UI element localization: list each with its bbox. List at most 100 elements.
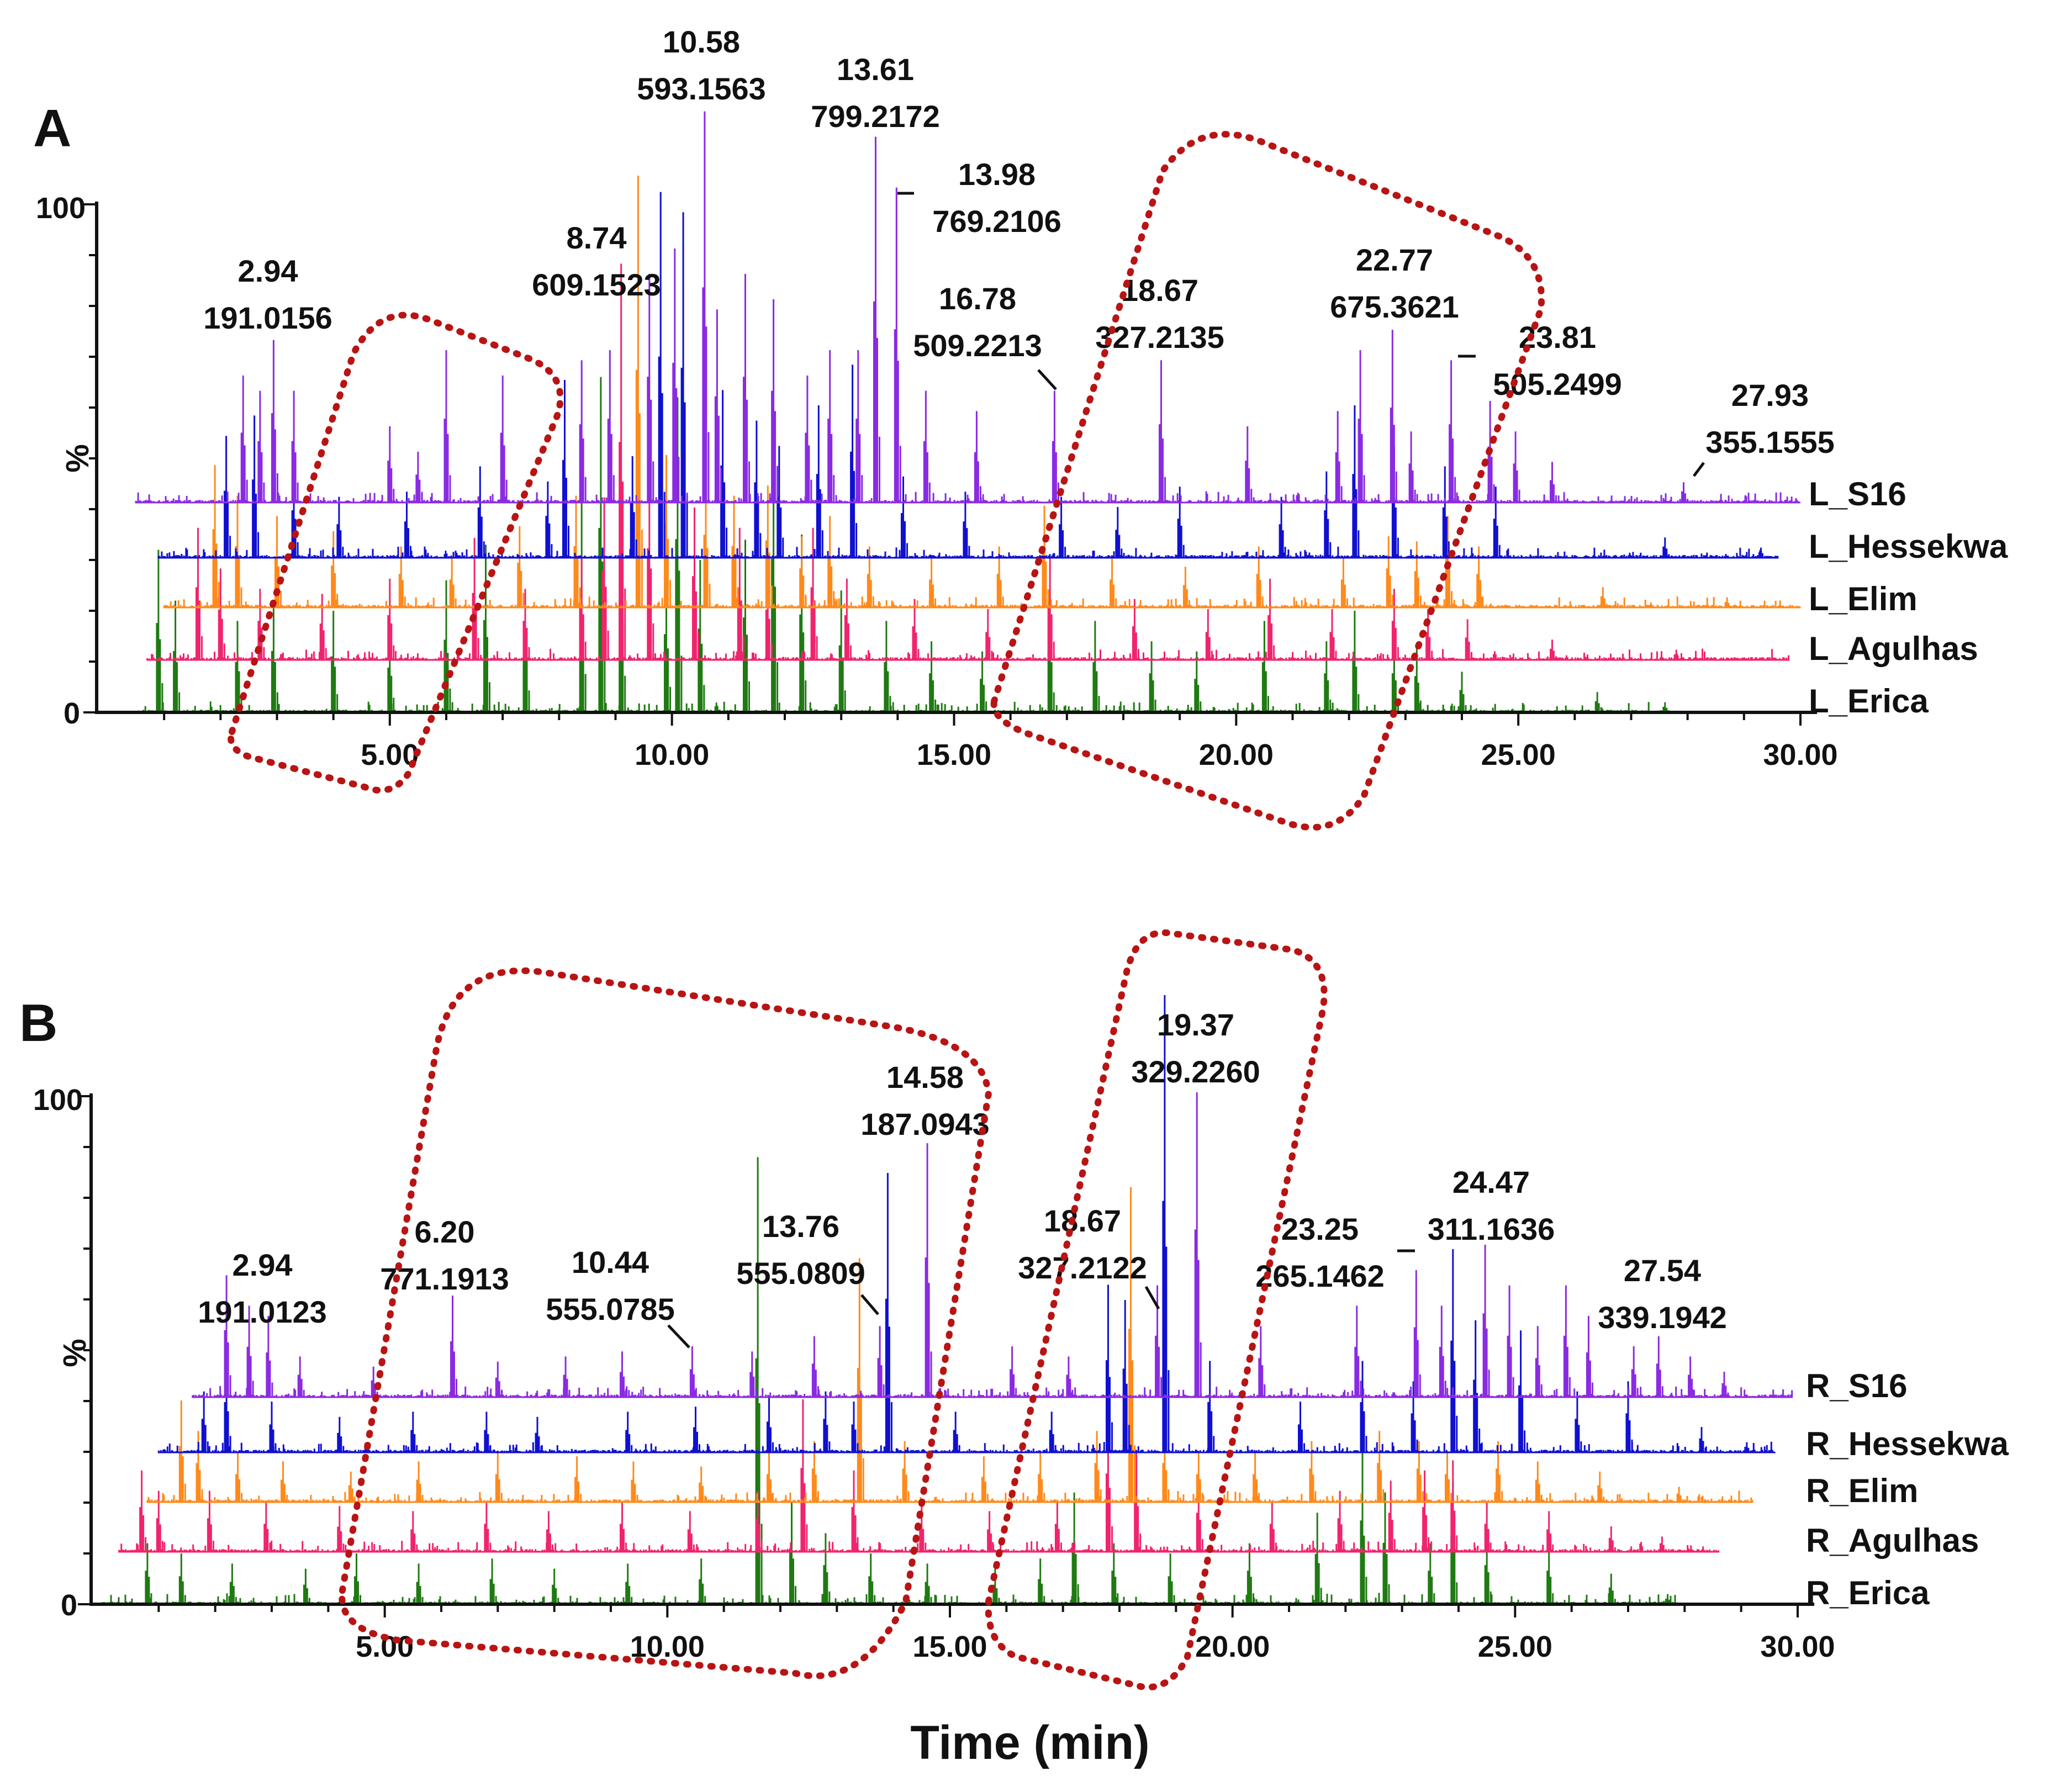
panel-a-ylabel: % bbox=[60, 444, 96, 473]
highlight-region bbox=[985, 929, 1328, 1691]
peak-annotation: 2.94 191.0156 bbox=[203, 253, 332, 335]
trace-r-s16 bbox=[192, 1092, 1793, 1398]
panel-a-highlight-regions bbox=[228, 131, 1545, 831]
peak-rt: 19.37 bbox=[1157, 1007, 1234, 1042]
panel-b-peak-annotations: 2.94 191.0123 6.20 771.1913 10.44 555.07… bbox=[198, 1007, 1727, 1349]
peak-rt: 24.47 bbox=[1452, 1165, 1530, 1199]
panel-b: B 100 0 % 5.00 10.00 15.00 20.00 25.00 3… bbox=[19, 929, 2009, 1769]
peak-annotation: 10.58 593.1563 bbox=[637, 24, 766, 106]
panel-a-xtick-20: 20.00 bbox=[1199, 738, 1274, 771]
trace-r-elim bbox=[146, 1187, 1753, 1503]
peak-mz: 593.1563 bbox=[637, 71, 766, 106]
panel-a: A 100 0 % 5.00 10.00 15.00 20.00 25.00 3… bbox=[33, 24, 2008, 831]
peak-annotation: 16.78 509.2213 bbox=[913, 281, 1057, 390]
peak-leader-line bbox=[860, 1294, 879, 1315]
panel-a-xtick-10: 10.00 bbox=[635, 738, 709, 771]
peak-annotation: 19.37 329.2260 bbox=[1131, 1007, 1260, 1089]
trace-name-r-hessekwa: R_Hessekwa bbox=[1806, 1425, 2009, 1462]
trace-l-agulhas bbox=[146, 263, 1789, 661]
peak-mz: 509.2213 bbox=[913, 328, 1042, 363]
peak-mz: 327.2135 bbox=[1095, 320, 1224, 355]
peak-annotation: 13.61 799.2172 bbox=[811, 52, 940, 134]
trace-name-l-elim: L_Elim bbox=[1809, 580, 1918, 617]
panel-a-xtick-30: 30.00 bbox=[1763, 738, 1837, 771]
peak-leader-line bbox=[1037, 369, 1057, 390]
trace-l-elim bbox=[163, 176, 1801, 609]
peak-mz: 187.0943 bbox=[860, 1107, 990, 1141]
peak-mz: 675.3621 bbox=[1330, 289, 1459, 324]
peak-rt: 14.58 bbox=[886, 1060, 964, 1095]
highlight-region bbox=[990, 131, 1545, 831]
panel-b-xtick-30: 30.00 bbox=[1760, 1630, 1835, 1663]
peak-annotation: 8.74 609.1523 bbox=[532, 220, 661, 302]
panel-a-legend: L_S16 L_Hessekwa L_Elim L_Agulhas L_Eric… bbox=[1809, 475, 2008, 720]
peak-rt: 2.94 bbox=[238, 253, 298, 288]
panel-b-ytick-0: 0 bbox=[61, 1589, 77, 1622]
panel-b-xtick-25: 25.00 bbox=[1478, 1630, 1552, 1663]
peak-mz: 339.1942 bbox=[1598, 1300, 1727, 1335]
trace-l-s16 bbox=[135, 111, 1800, 504]
trace-name-r-elim: R_Elim bbox=[1806, 1472, 1918, 1509]
panel-a-xtick-15: 15.00 bbox=[917, 738, 991, 771]
panel-b-ytick-100: 100 bbox=[33, 1083, 83, 1117]
trace-name-l-agulhas: L_Agulhas bbox=[1809, 630, 1978, 667]
peak-leader-line bbox=[1693, 462, 1705, 477]
trace-name-l-s16: L_S16 bbox=[1809, 475, 1906, 512]
peak-rt: 16.78 bbox=[939, 281, 1016, 316]
panel-a-letter: A bbox=[33, 99, 71, 158]
peak-annotation: 13.98 769.2106 bbox=[897, 157, 1061, 239]
trace-l-hessekwa bbox=[157, 192, 1779, 559]
peak-annotation: 10.44 555.0785 bbox=[546, 1245, 690, 1349]
peak-mz: 265.1462 bbox=[1255, 1259, 1385, 1293]
peak-rt: 2.94 bbox=[233, 1247, 293, 1282]
panel-a-xtick-labels: 5.00 10.00 15.00 20.00 25.00 30.00 bbox=[361, 738, 1837, 771]
panel-b-xlabel: Time (min) bbox=[910, 1716, 1149, 1769]
peak-mz: 555.0809 bbox=[736, 1256, 865, 1291]
peak-rt: 13.61 bbox=[837, 52, 914, 87]
peak-rt: 6.20 bbox=[415, 1214, 475, 1249]
peak-leader-line bbox=[667, 1324, 690, 1349]
peak-rt: 27.93 bbox=[1731, 378, 1809, 413]
peak-mz: 355.1555 bbox=[1705, 425, 1835, 459]
peak-annotation: 14.58 187.0943 bbox=[860, 1060, 990, 1141]
peak-rt: 10.44 bbox=[572, 1245, 649, 1280]
peak-mz: 311.1636 bbox=[1428, 1212, 1555, 1246]
peak-annotation: 27.93 355.1555 bbox=[1693, 378, 1835, 477]
trace-r-hessekwa bbox=[157, 995, 1776, 1453]
peak-rt: 27.54 bbox=[1624, 1253, 1701, 1288]
peak-annotation: 23.25 265.1462 bbox=[1255, 1212, 1415, 1293]
peak-annotation: 2.94 191.0123 bbox=[198, 1247, 327, 1329]
peak-mz: 799.2172 bbox=[811, 99, 940, 134]
trace-name-r-agulhas: R_Agulhas bbox=[1806, 1522, 1979, 1559]
peak-rt: 10.58 bbox=[663, 24, 740, 59]
trace-name-r-erica: R_Erica bbox=[1806, 1574, 1930, 1611]
peak-mz: 609.1523 bbox=[532, 267, 661, 302]
panel-b-legend: R_S16 R_Hessekwa R_Elim R_Agulhas R_Eric… bbox=[1806, 1367, 2009, 1611]
peak-mz: 769.2106 bbox=[932, 204, 1061, 239]
panel-b-xtick-20: 20.00 bbox=[1195, 1630, 1270, 1663]
panel-b-letter: B bbox=[19, 993, 57, 1053]
peak-annotation: 24.47 311.1636 bbox=[1428, 1165, 1555, 1246]
panel-a-ytick-0: 0 bbox=[64, 697, 80, 730]
peak-rt: 13.76 bbox=[762, 1209, 839, 1244]
highlight-region bbox=[339, 967, 992, 1679]
peak-rt: 13.98 bbox=[958, 157, 1036, 192]
peak-annotation: 18.67 327.2122 bbox=[1018, 1203, 1160, 1310]
panel-a-xtick-25: 25.00 bbox=[1481, 738, 1556, 771]
panel-a-ytick-100: 100 bbox=[36, 192, 86, 225]
peak-rt: 23.25 bbox=[1281, 1212, 1359, 1246]
trace-r-agulhas bbox=[118, 1399, 1720, 1553]
peak-rt: 22.77 bbox=[1356, 242, 1433, 277]
panel-a-peak-annotations: 2.94 191.0156 8.74 609.1523 10.58 593.15… bbox=[203, 24, 1835, 477]
peak-mz: 191.0123 bbox=[198, 1294, 327, 1329]
peak-mz: 191.0156 bbox=[203, 300, 332, 335]
panel-a-traces bbox=[135, 111, 1801, 713]
peak-rt: 8.74 bbox=[567, 220, 627, 255]
peak-annotation: 13.76 555.0809 bbox=[736, 1209, 879, 1315]
panel-b-highlight-regions bbox=[339, 929, 1328, 1691]
peak-annotation: 18.67 327.2135 bbox=[1095, 273, 1224, 355]
panel-b-xtick-10: 10.00 bbox=[630, 1630, 705, 1663]
peak-annotation: 27.54 339.1942 bbox=[1598, 1253, 1727, 1335]
